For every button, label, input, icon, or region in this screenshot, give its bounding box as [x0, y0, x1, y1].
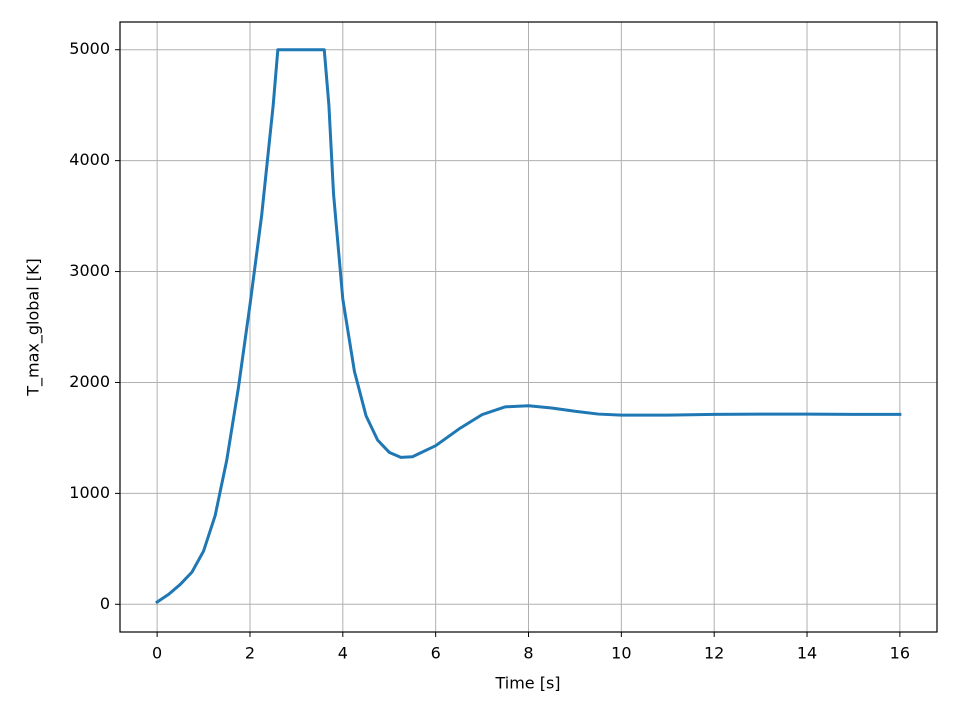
plot-area [155, 48, 902, 605]
x-tick-label: 16 [890, 644, 910, 663]
y-tick-label: 0 [100, 594, 110, 613]
y-tick-label: 2000 [69, 372, 110, 391]
x-tick-label: 6 [431, 644, 441, 663]
x-tick-label: 12 [704, 644, 724, 663]
y-tick-label: 5000 [69, 39, 110, 58]
y-tick-label: 1000 [69, 483, 110, 502]
x-tick-label: 0 [152, 644, 162, 663]
y-axis-label: T_max_global [K] [24, 258, 44, 397]
x-tick-label: 10 [611, 644, 631, 663]
y-tick-label: 4000 [69, 150, 110, 169]
x-tick-label: 14 [797, 644, 817, 663]
grid [120, 22, 937, 632]
x-tick-label: 8 [523, 644, 533, 663]
y-tick-label: 3000 [69, 261, 110, 280]
x-tick-label: 2 [245, 644, 255, 663]
x-axis-label: Time [s] [494, 674, 560, 693]
data-line [155, 48, 902, 605]
x-tick-label: 4 [338, 644, 348, 663]
